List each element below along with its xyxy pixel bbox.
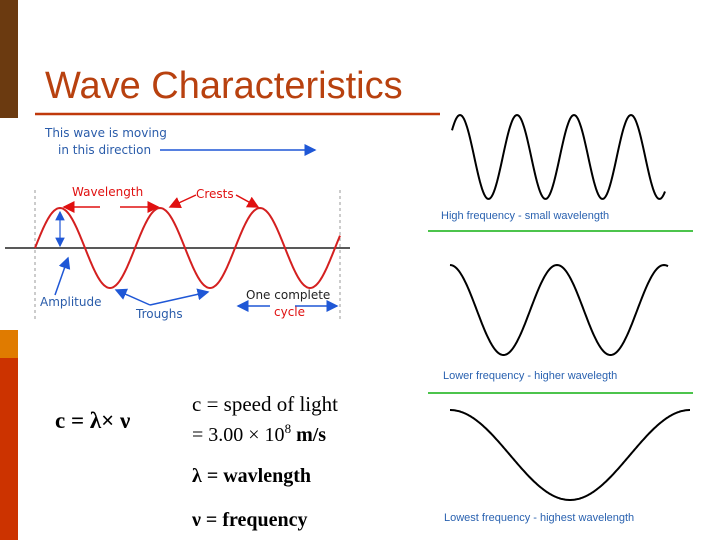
side-bar xyxy=(0,0,18,118)
label: Troughs xyxy=(135,307,183,321)
label: Amplitude xyxy=(40,295,102,309)
wave-diagram: This wave is moving in this direction Wa… xyxy=(5,126,350,321)
caption: Lower frequency - higher wavelegth xyxy=(443,370,617,382)
definition: = 3.00 × 108 m/s xyxy=(192,421,326,446)
unit: m/s xyxy=(291,424,326,446)
caption: High frequency - small wavelength xyxy=(441,210,609,222)
wave xyxy=(451,113,666,200)
formula: c = λ× ν xyxy=(55,408,130,433)
label: Crests xyxy=(196,187,234,201)
arrow xyxy=(149,288,210,306)
definition: ν = frequency xyxy=(191,509,308,531)
wave xyxy=(450,409,690,501)
wave xyxy=(449,263,669,356)
wave xyxy=(34,206,341,290)
side-bar xyxy=(0,358,18,540)
label: in this direction xyxy=(58,143,151,157)
title: Wave Characteristics xyxy=(45,65,403,107)
arrow xyxy=(114,288,151,306)
caption: Lowest frequency - highest wavelength xyxy=(444,512,634,524)
definition: λ = wavlength xyxy=(192,465,311,487)
label: This wave is moving xyxy=(44,126,167,140)
arrow xyxy=(54,256,71,296)
label: cycle xyxy=(274,305,305,319)
label: One complete xyxy=(246,288,330,302)
label: Wavelength xyxy=(72,185,143,199)
value: = 3.00 × 10 xyxy=(192,424,285,446)
definition: c = speed of light xyxy=(192,392,338,416)
arrow xyxy=(168,194,197,209)
arrow xyxy=(235,194,260,208)
side-bar xyxy=(0,330,18,358)
frequency-examples: High frequency - small wavelength Lower … xyxy=(428,113,693,524)
exponent: 8 xyxy=(285,421,292,436)
